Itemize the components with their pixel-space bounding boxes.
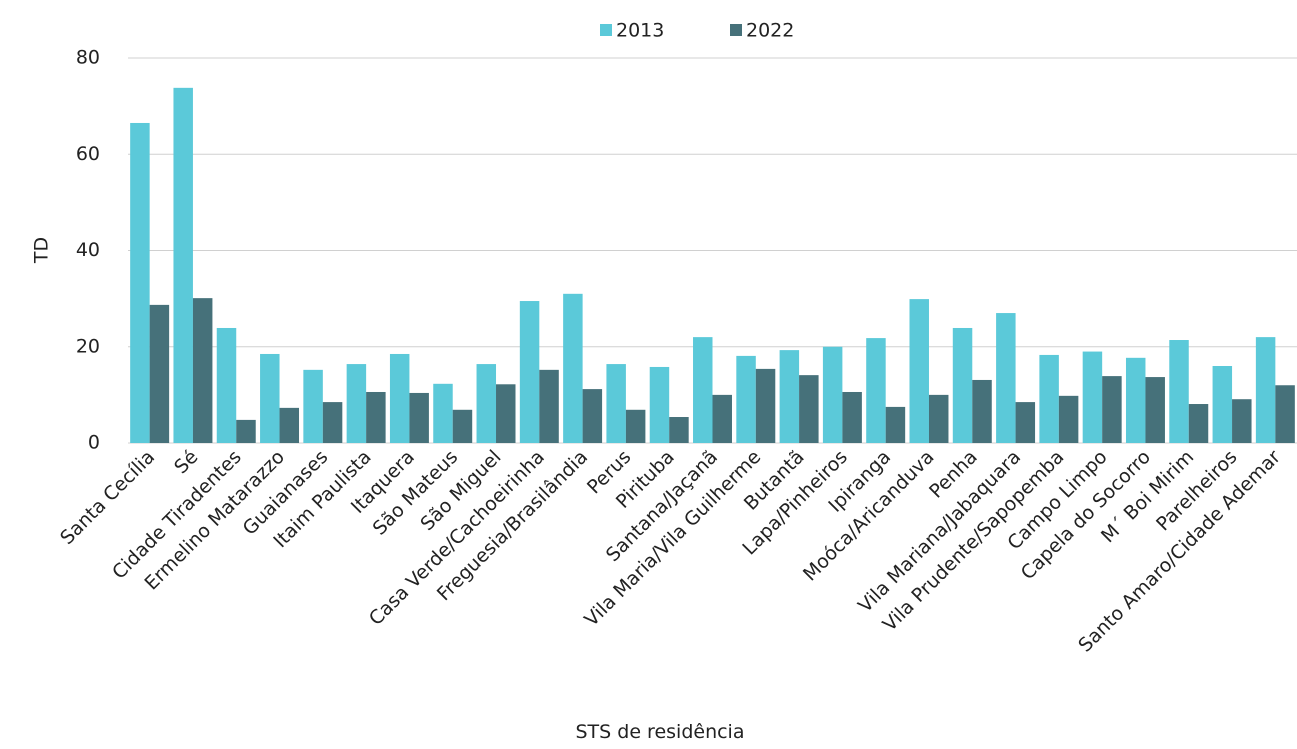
bar: [822, 346, 843, 443]
y-tick-label: 40: [76, 239, 100, 261]
bar: [952, 327, 973, 443]
bar: [1125, 357, 1146, 443]
bar: [303, 369, 323, 443]
bar: [1015, 402, 1036, 443]
bar: [842, 391, 862, 443]
x-tick-label: Sé: [170, 446, 202, 478]
bar: [779, 350, 800, 443]
bar: [192, 298, 213, 443]
bar: [346, 364, 367, 443]
bar: [1169, 340, 1189, 443]
bar: [1058, 395, 1079, 443]
bar: [149, 304, 170, 443]
legend-label: 2013: [616, 20, 664, 42]
bar: [799, 375, 819, 443]
bar: [1255, 337, 1276, 443]
bar: [216, 327, 237, 443]
bar: [972, 379, 992, 443]
bar: [736, 355, 756, 443]
y-tick-label: 80: [76, 47, 100, 69]
bar: [1275, 385, 1295, 443]
legend-swatch: [600, 24, 612, 36]
bar: [996, 313, 1016, 443]
bar: [236, 419, 256, 443]
bar: [1145, 377, 1165, 443]
y-axis-label: TD: [31, 237, 53, 264]
bar: [366, 391, 386, 443]
bar: [1188, 404, 1209, 443]
legend-swatch: [730, 24, 742, 36]
bar: [606, 364, 626, 443]
bar: [1212, 366, 1233, 443]
bar: [1102, 376, 1122, 443]
bar: [409, 392, 429, 443]
bar: [539, 369, 559, 443]
bar: [452, 409, 473, 443]
bar: [693, 337, 713, 443]
bar: [909, 299, 929, 443]
bar: [389, 353, 410, 443]
bar: [173, 87, 193, 444]
bar: [433, 383, 453, 443]
bar: [1232, 399, 1252, 443]
bar: [649, 366, 670, 443]
bar: [322, 402, 343, 443]
bar: [755, 368, 776, 443]
bar: [130, 122, 150, 443]
bar: [669, 417, 689, 443]
bar: [1039, 354, 1059, 443]
bar: [928, 394, 949, 443]
bar: [260, 353, 280, 443]
y-tick-label: 20: [76, 335, 100, 357]
bar: [582, 389, 603, 443]
bar: [496, 384, 516, 443]
y-tick-label: 60: [76, 143, 100, 165]
legend-label: 2022: [746, 20, 794, 42]
x-axis-label: STS de residência: [576, 721, 745, 743]
bar: [279, 407, 300, 443]
bar: [885, 406, 906, 443]
bar: [519, 301, 540, 443]
y-tick-label: 0: [88, 432, 100, 454]
bar: [625, 409, 646, 443]
bar: [563, 293, 583, 443]
bar: [866, 338, 886, 443]
bar: [712, 394, 732, 443]
bar: [1082, 351, 1103, 443]
bar: [476, 364, 497, 443]
